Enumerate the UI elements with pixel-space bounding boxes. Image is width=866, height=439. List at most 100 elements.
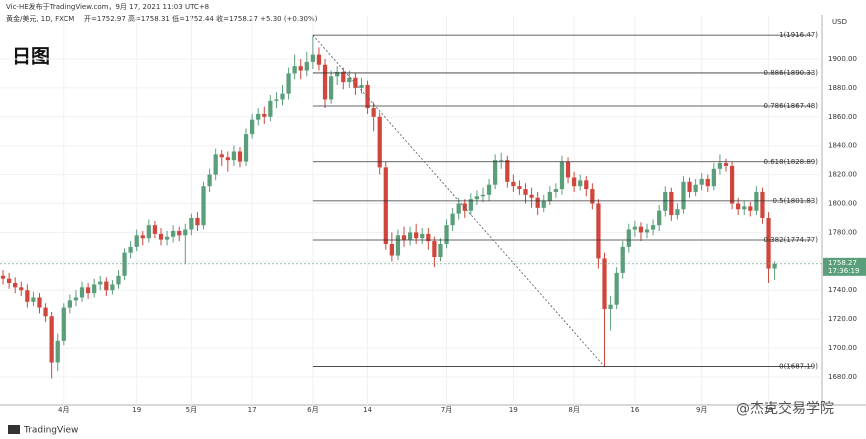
candle-body [620, 246, 625, 273]
candle-body [304, 61, 309, 71]
x-tick-label: 7月 [441, 406, 452, 414]
candle-body [43, 307, 48, 317]
candle-body [98, 281, 103, 285]
candle-body [523, 189, 528, 195]
currency: USD [832, 18, 847, 26]
x-tick-label: 19 [132, 406, 141, 414]
candle-body [237, 151, 243, 162]
candle-body [158, 233, 164, 240]
candle-body [754, 191, 759, 211]
candle-body [493, 160, 498, 185]
candle-body [67, 300, 72, 308]
y-tick-label: 1900.00 [828, 55, 857, 63]
candle-body [571, 177, 577, 187]
candle-body [104, 281, 109, 291]
x-tick-label: 5月 [186, 406, 197, 414]
candle-body [541, 200, 546, 208]
candle-body [675, 209, 680, 216]
candle-body [407, 232, 413, 240]
candle-body [414, 232, 419, 239]
x-tick-label: 9月 [696, 406, 707, 414]
candle-body [116, 275, 121, 285]
candle-body [650, 225, 656, 230]
candle-body [110, 284, 115, 291]
candle-body [748, 206, 753, 211]
candle-body [61, 307, 66, 341]
candle-body [365, 84, 370, 109]
candle-body [638, 226, 644, 233]
y-tick-label: 1820.00 [828, 171, 857, 179]
candle-body [760, 191, 765, 218]
candle-body [231, 151, 237, 161]
trend-line [312, 34, 605, 367]
candle-body [79, 287, 85, 298]
fib-label: 0.786(1867.48) [764, 102, 819, 110]
candle-body [480, 194, 486, 197]
candle-body [505, 160, 510, 182]
x-tick-label: 14 [363, 406, 372, 414]
candle-body [164, 236, 170, 240]
candle-body [73, 297, 79, 301]
candle-body [608, 304, 613, 310]
candle-body [177, 230, 182, 236]
candle-body [25, 290, 30, 302]
quote-line: 开=1752.97 高=1758.31 低=1752.44 收=1758.27 … [84, 14, 318, 23]
candle-body [256, 113, 261, 120]
candle-body [371, 108, 376, 117]
candle-body [450, 213, 455, 226]
candle-body [383, 167, 388, 244]
candle-body [681, 181, 686, 210]
candle-body [401, 235, 407, 240]
x-tick-label: 6月 [307, 406, 318, 414]
candle-body [85, 287, 91, 294]
fib-label: 0.886(1890.33) [764, 69, 819, 77]
candle-body [213, 154, 218, 175]
x-tick-label: 8月 [568, 406, 579, 414]
candle-body [13, 283, 18, 288]
y-tick-label: 1740.00 [828, 286, 857, 294]
candle-body [183, 229, 188, 236]
candle-body [699, 178, 704, 185]
candle-body [663, 191, 668, 211]
candle-body [262, 113, 267, 117]
candle-body [31, 297, 36, 302]
candle-body [347, 77, 352, 83]
candle-body [146, 225, 151, 239]
fib-label: 1(1916.47) [779, 31, 818, 39]
candle-body [0, 275, 6, 279]
candle-body [37, 297, 42, 308]
brand-icon [8, 425, 20, 434]
candle-body [644, 229, 650, 233]
publisher-line: Vic-HE发布于TradingView.com，9月 17, 2021 11:… [6, 2, 209, 11]
footer-brand: TradingView [23, 426, 78, 436]
x-tick-label: 16 [630, 406, 639, 414]
candle-body [438, 243, 443, 257]
x-tick-label: 19 [509, 406, 518, 414]
candle-body [559, 161, 565, 190]
candle-body [359, 84, 364, 88]
chart-title: 日图 [12, 46, 50, 68]
candle-body [268, 100, 273, 117]
candle-body [626, 229, 631, 247]
candle-body [250, 119, 255, 135]
candle-body [134, 235, 139, 247]
candle-body [310, 54, 316, 62]
y-tick-label: 1780.00 [828, 228, 857, 236]
candle-body [286, 73, 291, 94]
candle-body [687, 181, 692, 192]
candle-body [535, 197, 540, 208]
candle-body [602, 258, 607, 310]
candle-body [456, 203, 461, 214]
candle-body [426, 233, 431, 242]
candle-body [243, 134, 249, 162]
candle-body [553, 189, 559, 192]
candle-body [499, 160, 504, 162]
candle-body [189, 217, 194, 230]
candle-body [729, 165, 735, 204]
y-tick-label: 1880.00 [828, 84, 857, 92]
candle-body [292, 66, 297, 74]
price-tag-value: 1758.27 [828, 259, 857, 267]
candle-body [195, 217, 200, 226]
